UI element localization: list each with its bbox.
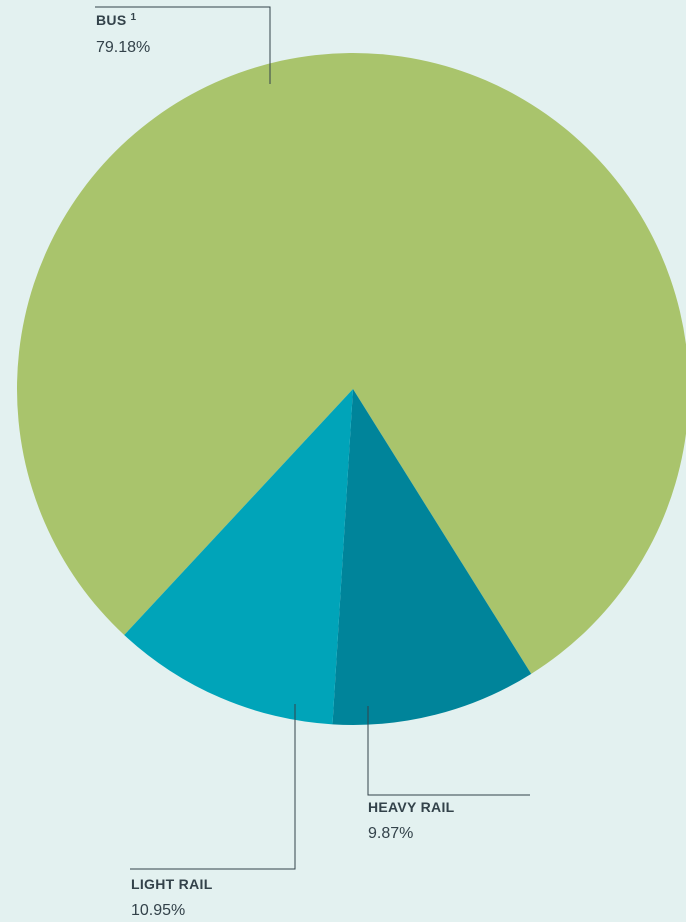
- leader-line-light-rail: [130, 704, 296, 870]
- pie-slice-light-rail: [124, 389, 353, 725]
- slice-label-bus: BUS 1 79.18%: [95, 6, 271, 84]
- slice-value-heavy-rail: 9.87%: [368, 825, 413, 842]
- slice-superscript-bus: 1: [130, 12, 136, 23]
- leader-line-heavy-rail: [367, 706, 530, 796]
- pie-slice-bus: [17, 52, 686, 674]
- slice-name-bus: BUS 1: [96, 12, 136, 28]
- pie-slices: [17, 52, 686, 725]
- pie-slice-heavy-rail: [332, 389, 532, 725]
- slice-name-heavy-rail: HEAVY RAIL: [368, 799, 455, 815]
- leader-line-bus: [95, 6, 271, 84]
- slice-label-heavy-rail: HEAVY RAIL 9.87%: [367, 706, 530, 842]
- slice-value-light-rail: 10.95%: [131, 902, 185, 919]
- slice-name-light-rail: LIGHT RAIL: [131, 876, 213, 892]
- slice-value-bus: 79.18%: [96, 39, 150, 56]
- slice-label-light-rail: LIGHT RAIL 10.95%: [130, 704, 296, 919]
